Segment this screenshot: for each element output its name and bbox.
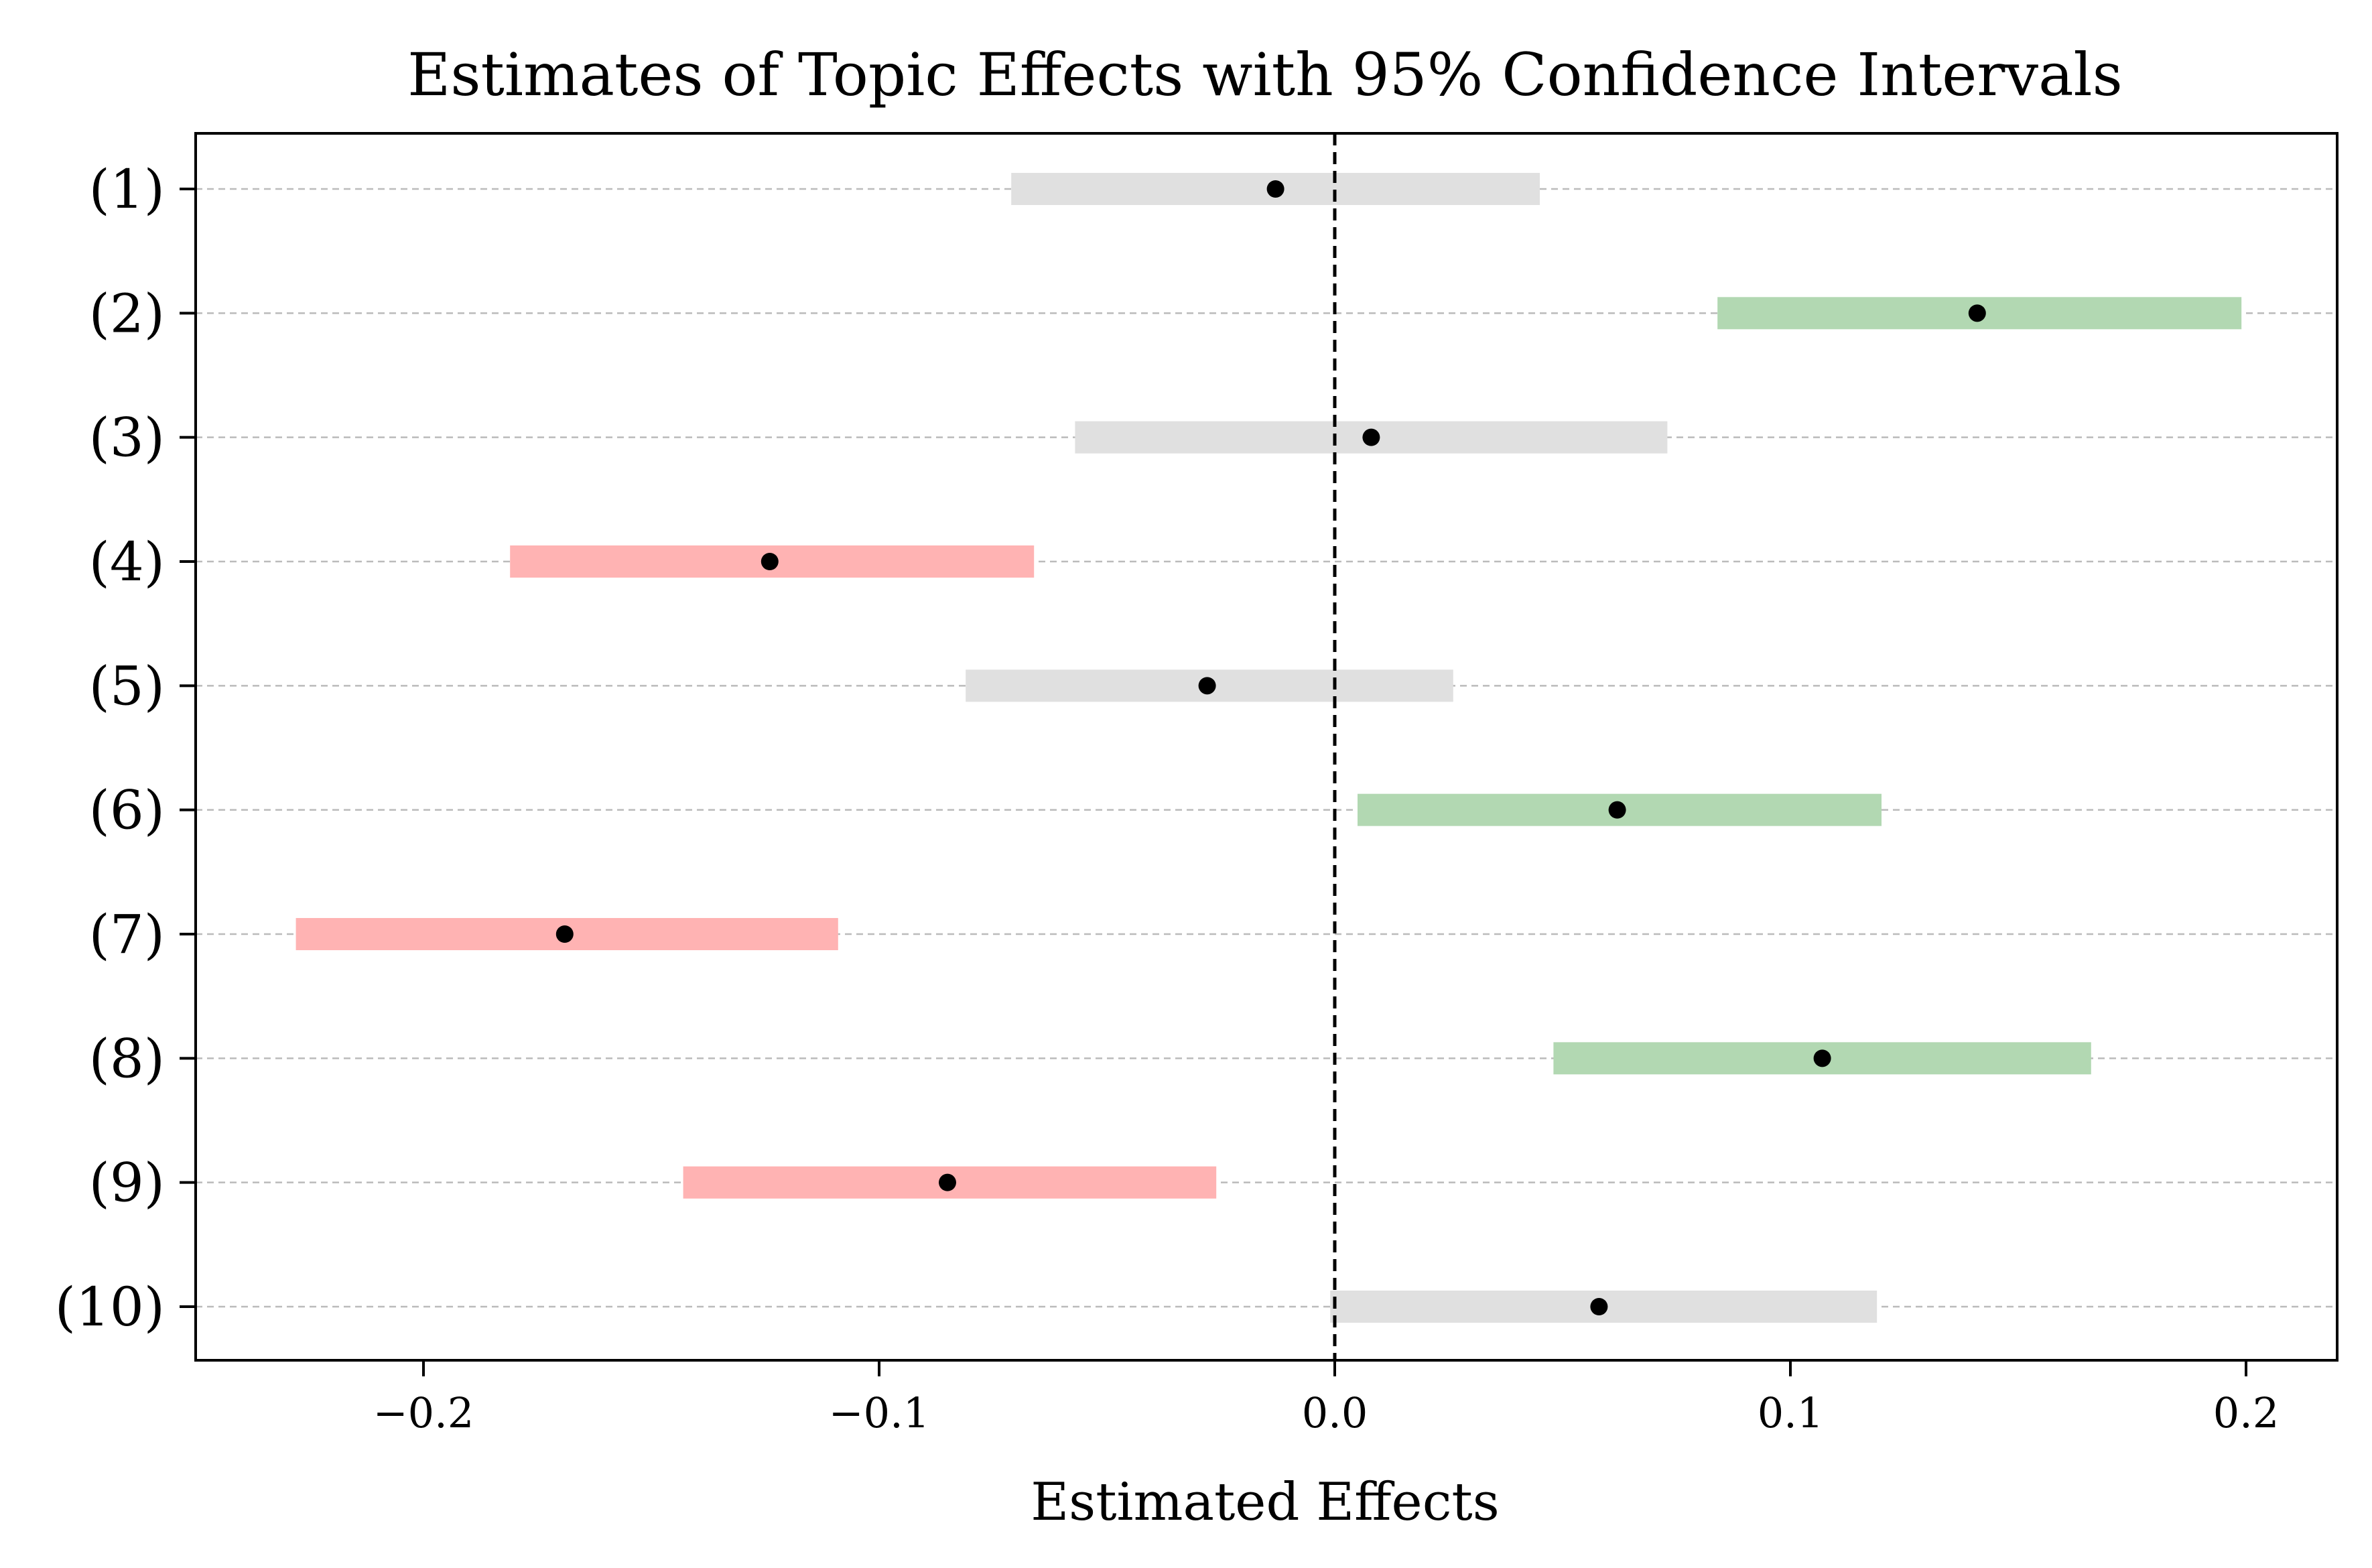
x-tick-label: 0.1: [1758, 1388, 1824, 1437]
x-tick-label: 0.2: [2213, 1388, 2280, 1437]
y-tick-label: (5): [89, 655, 165, 717]
point-estimate: [761, 553, 779, 570]
y-tick-label: (10): [55, 1276, 165, 1338]
point-estimate: [1968, 304, 1986, 322]
point-estimate: [1198, 677, 1216, 695]
y-tick-label: (8): [89, 1027, 165, 1090]
y-tick-label: (3): [89, 407, 165, 469]
point-estimate: [1813, 1049, 1831, 1067]
y-tick-label: (9): [89, 1152, 165, 1214]
point-estimate: [1608, 801, 1626, 819]
point-estimate: [1362, 428, 1380, 446]
chart-title: Estimates of Topic Effects with 95% Conf…: [407, 40, 2123, 109]
x-axis-label: Estimated Effects: [1031, 1472, 1500, 1532]
y-tick-label: (2): [89, 282, 165, 344]
y-tick-label: (1): [89, 158, 165, 220]
point-estimates: [555, 180, 1986, 1315]
point-estimate: [1266, 180, 1284, 198]
grid-lines: [196, 188, 2337, 1308]
point-estimate: [555, 925, 574, 943]
y-tick-label: (7): [89, 903, 165, 966]
y-tick-label: (4): [89, 531, 165, 593]
x-tick-label: 0.0: [1302, 1388, 1368, 1437]
confidence-interval-bars: [295, 173, 2242, 1323]
x-tick-label: −0.1: [829, 1388, 930, 1437]
y-tick-label: (6): [89, 779, 165, 842]
point-estimate: [939, 1173, 956, 1191]
plot-frame: [194, 132, 2338, 1362]
x-tick-label: −0.2: [373, 1388, 474, 1437]
y-axis-ticks: (1) (2) (3) (4) (5) (6) (7) (8) (9) (10): [55, 158, 196, 1338]
point-estimate: [1590, 1298, 1608, 1315]
x-axis-ticks: −0.2 −0.1 0.0 0.1 0.2: [373, 1360, 2280, 1437]
